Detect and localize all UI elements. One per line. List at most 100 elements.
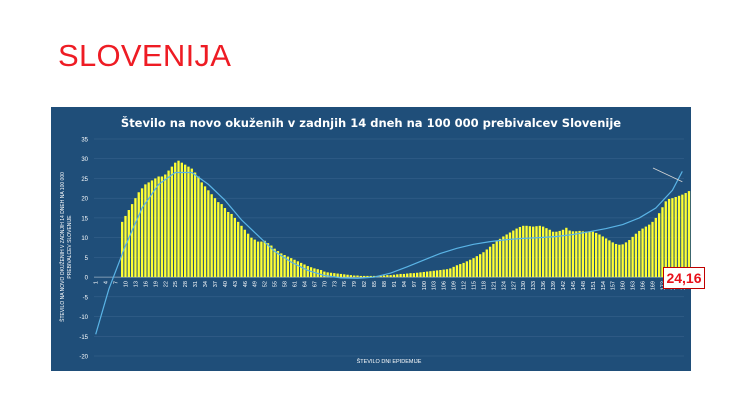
bar xyxy=(585,231,588,278)
x-tick-label: 112 xyxy=(462,281,468,290)
bar xyxy=(604,238,608,278)
bar xyxy=(598,234,601,278)
x-tick-label: 94 xyxy=(402,281,408,287)
bar xyxy=(442,269,445,278)
x-tick-label: 145 xyxy=(571,281,577,290)
x-tick-label: 139 xyxy=(551,281,557,290)
bar xyxy=(671,198,674,278)
bar xyxy=(223,208,227,278)
bar xyxy=(270,245,273,278)
bar xyxy=(349,275,353,278)
bar xyxy=(492,243,495,278)
bar xyxy=(406,273,409,278)
bar xyxy=(356,275,359,278)
x-tick-label: 163 xyxy=(631,281,637,290)
bar xyxy=(664,201,667,278)
bar xyxy=(177,160,180,278)
bar xyxy=(551,231,555,278)
x-tick-label: 19 xyxy=(153,281,159,287)
bar xyxy=(588,231,591,278)
x-tick-label: 73 xyxy=(332,281,338,287)
x-tick-label: 103 xyxy=(432,281,438,290)
bar xyxy=(575,231,578,278)
bar xyxy=(290,258,293,278)
trend-line xyxy=(95,171,683,335)
bar xyxy=(359,275,362,278)
bar xyxy=(445,269,449,278)
bar xyxy=(243,229,246,278)
bar xyxy=(614,243,618,278)
bar xyxy=(134,198,137,278)
chart-title: Število na novo okuženih v zadnjih 14 dn… xyxy=(121,115,621,130)
x-tick-label: 28 xyxy=(183,281,189,287)
bar xyxy=(392,274,396,278)
bar xyxy=(459,264,462,278)
bar xyxy=(144,184,147,278)
x-tick-label: 52 xyxy=(263,281,269,287)
bar xyxy=(207,190,210,278)
y-tick-label: 20 xyxy=(81,197,88,203)
bar xyxy=(641,228,644,278)
slide-title: SLOVENIJA xyxy=(58,38,232,73)
x-tick-label: 58 xyxy=(283,281,289,287)
bar xyxy=(164,174,167,278)
bar xyxy=(217,202,220,278)
bar xyxy=(389,275,392,278)
bar xyxy=(346,274,349,278)
bar xyxy=(303,264,306,278)
x-tick-label: 55 xyxy=(273,281,279,287)
x-tick-label: 109 xyxy=(452,281,458,290)
bar xyxy=(293,259,296,278)
bar xyxy=(535,226,538,278)
chart-svg: Število na novo okuženih v zadnjih 14 dn… xyxy=(58,115,691,365)
bar xyxy=(581,231,585,278)
x-tick-label: 91 xyxy=(392,281,398,287)
callout-leader xyxy=(652,167,683,183)
bar xyxy=(147,182,150,278)
bar xyxy=(591,231,595,278)
bar xyxy=(353,275,356,278)
bar xyxy=(402,273,406,278)
bar xyxy=(193,172,197,278)
bar xyxy=(174,162,177,278)
bar xyxy=(266,243,270,278)
bar xyxy=(150,180,154,278)
bar xyxy=(333,273,336,278)
bar xyxy=(568,230,571,278)
bar xyxy=(429,271,432,278)
bar xyxy=(382,275,386,278)
bar xyxy=(326,272,329,278)
x-tick-label: 37 xyxy=(213,281,219,287)
bar xyxy=(187,166,190,278)
bar xyxy=(654,217,657,278)
bar xyxy=(555,231,558,278)
bar xyxy=(183,164,187,278)
bar xyxy=(687,191,691,278)
y-axis-title-line2: PREBIVALCEV SLOVENIJE xyxy=(67,215,73,279)
y-tick-label: 5 xyxy=(85,256,89,262)
bar xyxy=(409,273,412,278)
x-tick-label: 166 xyxy=(641,281,647,290)
bar xyxy=(545,228,548,278)
bar xyxy=(130,204,134,278)
bar xyxy=(170,166,174,278)
x-tick-label: 118 xyxy=(481,281,487,290)
bar xyxy=(558,230,561,278)
bar xyxy=(498,238,502,278)
bar xyxy=(160,176,164,278)
bar xyxy=(681,194,684,278)
bar xyxy=(399,273,402,278)
bar xyxy=(253,239,256,278)
bar xyxy=(309,267,313,278)
bar xyxy=(505,234,508,278)
bar xyxy=(435,270,439,278)
bar xyxy=(157,176,160,278)
bar xyxy=(260,241,263,278)
x-tick-label: 127 xyxy=(511,281,517,290)
y-tick-label: -5 xyxy=(83,295,89,301)
x-tick-label: 151 xyxy=(591,281,597,290)
bar xyxy=(362,275,366,278)
bar xyxy=(455,265,459,278)
bar xyxy=(366,275,369,278)
x-tick-label: 10 xyxy=(123,281,129,287)
